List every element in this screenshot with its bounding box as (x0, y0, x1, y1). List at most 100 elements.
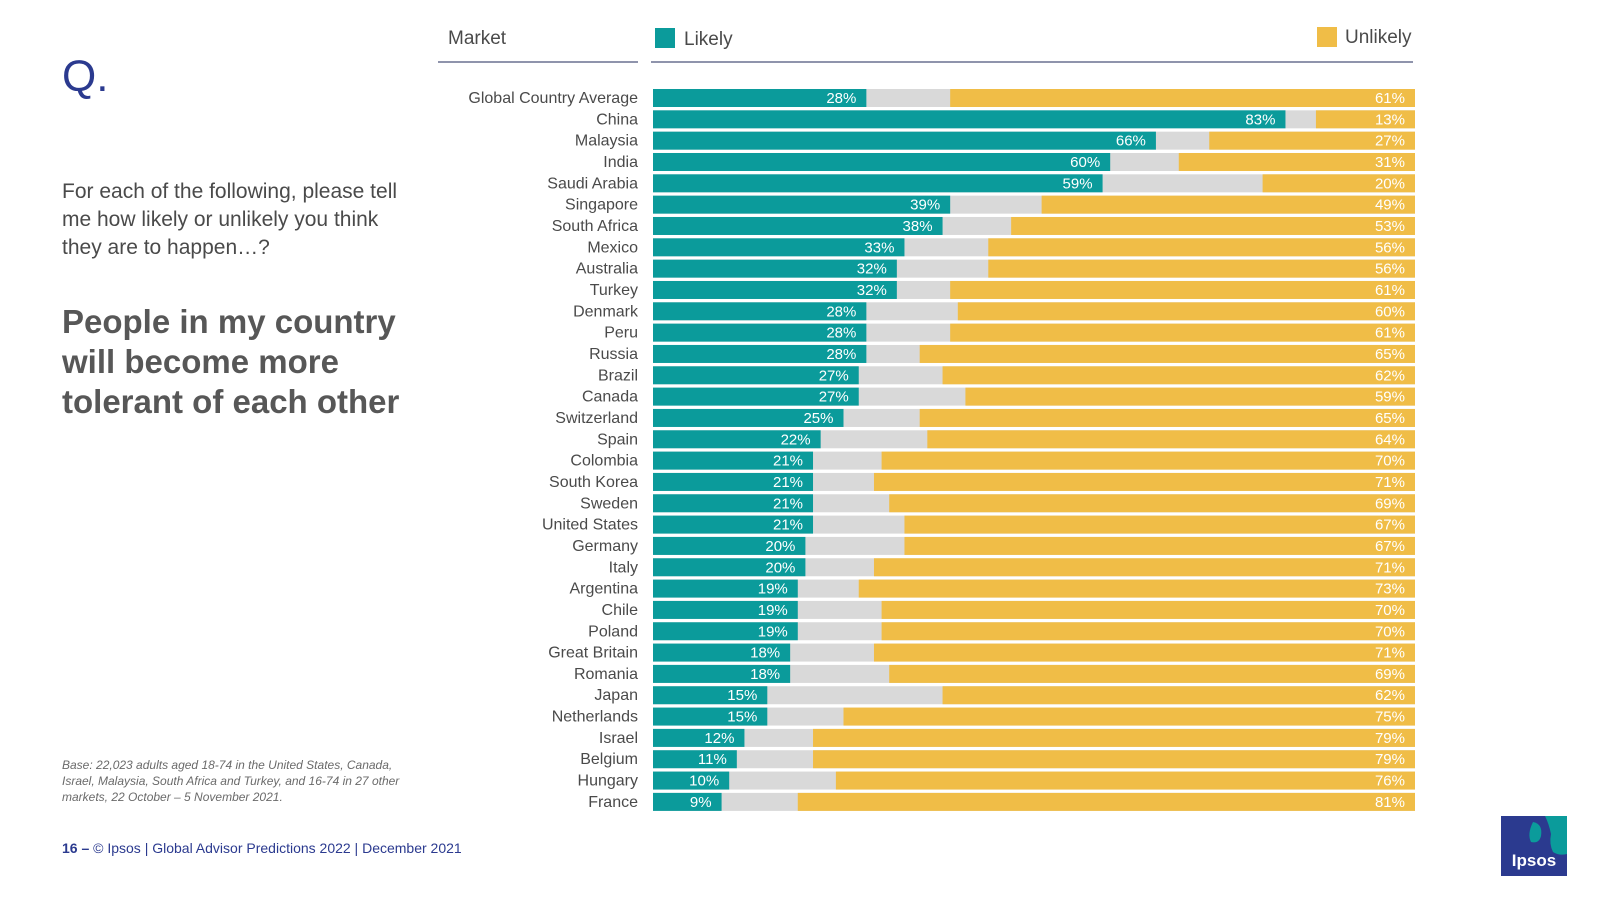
data-label-likely: 25% (803, 410, 833, 427)
data-label-unlikely: 69% (1375, 666, 1405, 683)
category-label: Netherlands (552, 709, 638, 726)
category-label: Malaysia (575, 133, 638, 150)
data-label-unlikely: 65% (1375, 346, 1405, 363)
footer-text: © Ipsos | Global Advisor Predictions 202… (93, 840, 462, 856)
category-label: Israel (599, 730, 638, 747)
footer: 16 – © Ipsos | Global Advisor Prediction… (62, 840, 462, 856)
data-label-likely: 59% (1063, 175, 1093, 192)
data-label-likely: 28% (826, 346, 856, 363)
bar-unlikely (942, 366, 1415, 385)
data-label-likely: 21% (773, 517, 803, 534)
bar-likely (653, 195, 951, 214)
data-label-likely: 19% (758, 602, 788, 619)
bar-likely (653, 558, 806, 577)
bar-unlikely (988, 238, 1415, 257)
data-label-likely: 10% (689, 773, 719, 790)
base-note: Base: 22,023 adults aged 18-74 in the Un… (62, 758, 400, 804)
logo-text: Ipsos (1512, 851, 1556, 870)
data-label-unlikely: 27% (1375, 133, 1405, 150)
category-label: Switzerland (555, 410, 638, 427)
bar-unlikely (1262, 174, 1415, 193)
data-label-likely: 21% (773, 453, 803, 470)
bar-likely (653, 259, 897, 278)
data-label-likely: 27% (819, 367, 849, 384)
category-label: South Africa (552, 218, 638, 235)
bar-likely (653, 643, 791, 662)
data-label-likely: 18% (750, 666, 780, 683)
data-label-unlikely: 71% (1375, 474, 1405, 491)
data-label-likely: 33% (864, 239, 894, 256)
bar-likely (653, 515, 814, 534)
legend-label-unlikely: Unlikely (1345, 27, 1412, 48)
bar-unlikely (927, 430, 1415, 449)
category-label: Poland (588, 623, 638, 640)
bar-likely (653, 579, 798, 598)
data-label-likely: 22% (781, 431, 811, 448)
bar-unlikely (813, 728, 1415, 747)
data-label-likely: 32% (857, 261, 887, 278)
category-header: Market (448, 28, 507, 49)
category-label: Global Country Average (468, 90, 638, 107)
bar-unlikely (881, 451, 1415, 470)
bar-likely (653, 323, 867, 342)
data-label-likely: 60% (1070, 154, 1100, 171)
bar-unlikely (835, 771, 1415, 790)
statement-heading: People in my country will become more to… (62, 303, 400, 420)
data-label-unlikely: 71% (1375, 645, 1405, 662)
category-label: Denmark (573, 303, 639, 320)
data-label-likely: 15% (727, 687, 757, 704)
bar-unlikely (873, 558, 1415, 577)
data-label-unlikely: 53% (1375, 218, 1405, 235)
bar-unlikely (957, 302, 1415, 321)
data-label-unlikely: 64% (1375, 431, 1405, 448)
bar-unlikely (1209, 131, 1415, 150)
data-label-likely: 66% (1116, 133, 1146, 150)
bar-likely (653, 131, 1156, 150)
bar-unlikely (858, 579, 1415, 598)
bar-likely (653, 280, 897, 299)
bar-likely (653, 238, 905, 257)
category-label: France (588, 794, 638, 811)
bar-likely (653, 686, 768, 705)
bar-unlikely (1315, 110, 1415, 129)
data-label-likely: 12% (704, 730, 734, 747)
data-label-unlikely: 75% (1375, 709, 1405, 726)
category-label: Saudi Arabia (547, 175, 638, 192)
category-label: Hungary (578, 773, 638, 790)
bar-likely (653, 536, 806, 555)
bar-unlikely (797, 792, 1415, 811)
category-label: Russia (589, 346, 638, 363)
category-label: Mexico (587, 239, 638, 256)
category-label: India (603, 154, 638, 171)
bar-unlikely (950, 280, 1415, 299)
data-label-unlikely: 76% (1375, 773, 1405, 790)
bars-group: Global Country Average 28% 61% China 83% 13% M… (468, 89, 1415, 811)
data-label-unlikely: 65% (1375, 410, 1405, 427)
question-text: For each of the following, please tell m… (62, 180, 398, 259)
data-label-likely: 28% (826, 303, 856, 320)
bar-unlikely (988, 259, 1415, 278)
category-label: China (596, 111, 638, 128)
category-label: Japan (594, 687, 638, 704)
bar-unlikely (1041, 195, 1415, 214)
data-label-unlikely: 61% (1375, 282, 1405, 299)
data-label-unlikely: 56% (1375, 261, 1405, 278)
category-label: Romania (574, 666, 638, 683)
category-label: Singapore (565, 197, 638, 214)
category-label: Peru (604, 325, 638, 342)
bar-likely (653, 664, 791, 683)
category-label: Italy (609, 559, 638, 576)
category-label: Belgium (580, 751, 638, 768)
bar-unlikely (873, 643, 1415, 662)
bar-likely (653, 216, 943, 235)
category-label: Great Britain (548, 645, 638, 662)
category-label: United States (542, 517, 638, 534)
data-label-unlikely: 67% (1375, 517, 1405, 534)
data-label-unlikely: 60% (1375, 303, 1405, 320)
data-label-likely: 20% (765, 538, 795, 555)
data-label-unlikely: 61% (1375, 90, 1405, 107)
data-label-likely: 20% (765, 559, 795, 576)
data-label-unlikely: 13% (1375, 111, 1405, 128)
bar-likely (653, 494, 814, 513)
data-label-likely: 28% (826, 90, 856, 107)
